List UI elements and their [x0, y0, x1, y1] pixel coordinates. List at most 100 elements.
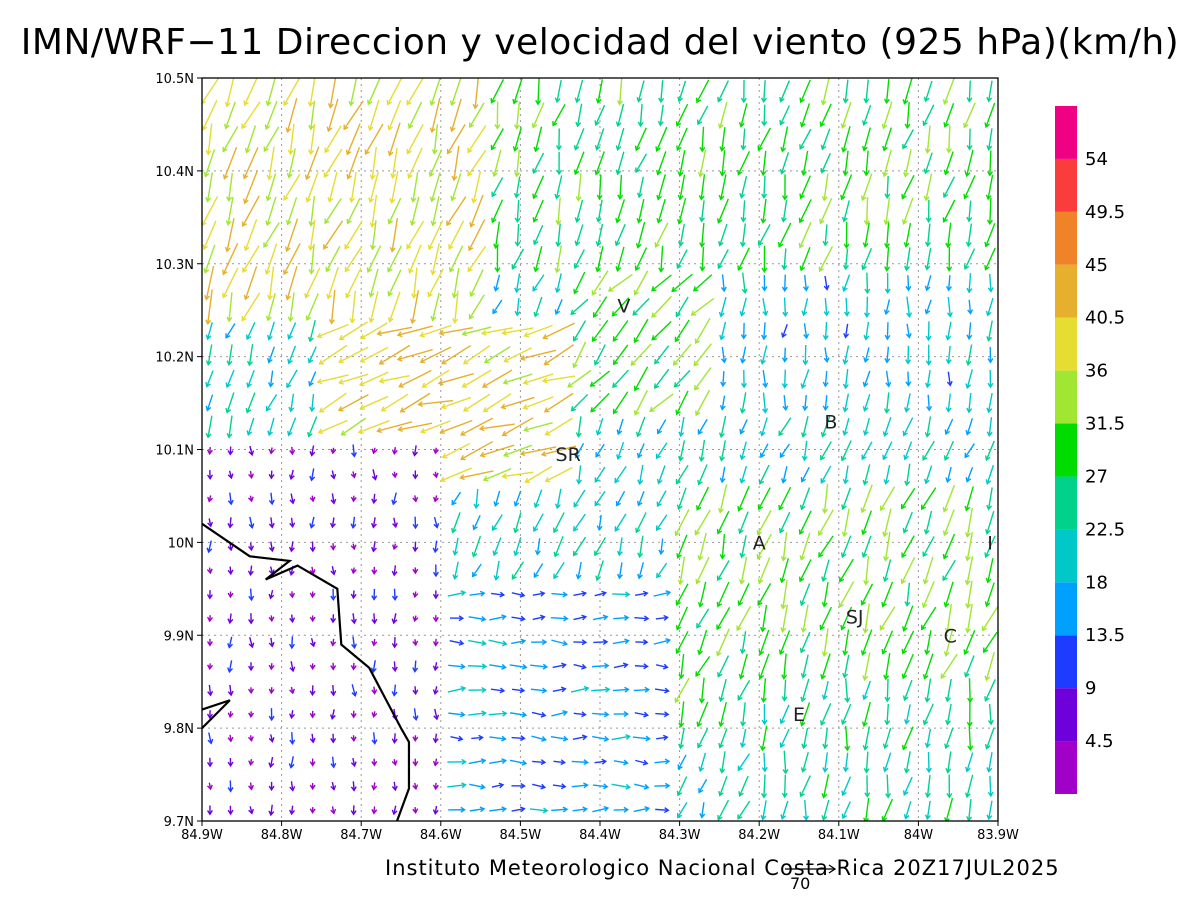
wind-vector: [524, 421, 553, 431]
wind-vector: [229, 517, 232, 528]
wind-vector-head: [842, 286, 848, 292]
wind-vector: [475, 488, 479, 508]
wind-vector: [820, 103, 832, 127]
wind-vector-head: [739, 478, 746, 484]
wind-vector-head: [501, 329, 508, 336]
wind-vector: [270, 517, 273, 528]
wind-vector-head: [412, 808, 419, 814]
wind-vector-head: [268, 810, 275, 817]
wind-vector-head: [432, 760, 439, 767]
wind-vector-head: [761, 286, 768, 292]
wind-vector: [865, 751, 869, 773]
wind-vector-head: [451, 175, 458, 182]
wind-vector-head: [779, 577, 786, 584]
wind-vector: [544, 344, 575, 366]
wind-vector: [695, 389, 711, 416]
wind-vector: [781, 126, 789, 152]
wind-vector-head: [780, 814, 787, 820]
wind-vector-head: [407, 173, 413, 180]
wind-vector-head: [904, 265, 910, 272]
wind-vector-head: [904, 123, 911, 130]
wind-vector: [762, 392, 767, 413]
wind-vector-head: [491, 525, 498, 532]
wind-vector: [511, 807, 525, 812]
wind-vector: [778, 222, 792, 247]
wind-vector: [520, 349, 557, 360]
wind-vector: [761, 605, 768, 632]
wind-vector: [388, 291, 401, 322]
wind-vector: [328, 171, 338, 202]
wind-vector: [863, 370, 871, 387]
wind-vector: [408, 101, 423, 129]
wind-vector-head: [903, 768, 910, 774]
wind-vector: [882, 630, 894, 654]
wind-vector-head: [698, 787, 704, 794]
wind-vector: [516, 223, 520, 246]
wind-vector: [968, 273, 972, 293]
wind-vector: [339, 373, 369, 384]
coastline-line: [202, 699, 231, 729]
wind-vector: [842, 776, 852, 796]
wind-vector-head: [501, 663, 507, 670]
wind-vector: [676, 606, 689, 630]
wind-vector: [803, 323, 808, 339]
wind-vector: [592, 664, 609, 668]
wind-vector-head: [594, 169, 601, 176]
wind-vector-head: [396, 331, 403, 338]
wind-vector-head: [884, 242, 890, 249]
wind-vector-head: [514, 217, 521, 224]
wind-vector: [823, 680, 829, 700]
wind-vector-head: [248, 450, 255, 457]
wind-vector-head: [460, 663, 466, 670]
wind-vector-head: [967, 697, 974, 704]
wind-vector-head: [861, 454, 867, 461]
wind-vector: [373, 493, 376, 503]
wind-vector: [595, 104, 606, 126]
wind-vector: [799, 221, 812, 248]
wind-vector-head: [698, 195, 705, 201]
wind-vector-head: [574, 240, 581, 247]
wind-vector: [516, 199, 520, 222]
wind-vector: [319, 344, 348, 365]
wind-vector: [905, 222, 912, 247]
wind-vector: [360, 346, 389, 363]
wind-vector: [573, 712, 586, 716]
wind-vector-head: [781, 195, 788, 201]
lat-tick-label: 9.9N: [164, 629, 194, 644]
wind-vector-head: [656, 428, 663, 435]
wind-vector: [268, 146, 275, 180]
wind-vector-head: [965, 430, 972, 436]
wind-vector-head: [288, 763, 295, 769]
wind-vector: [523, 396, 554, 409]
wind-vector: [925, 510, 933, 534]
wind-vector-head: [452, 318, 459, 324]
wind-vector-head: [820, 99, 827, 106]
wind-vector-head: [862, 675, 869, 681]
wind-vector-head: [288, 474, 295, 481]
wind-vector: [369, 268, 379, 297]
wind-vector: [697, 418, 708, 435]
wind-vector-head: [985, 577, 992, 584]
wind-vector-head: [532, 193, 538, 200]
wind-vector: [717, 655, 730, 677]
wind-vector-head: [503, 357, 509, 363]
wind-vector: [525, 465, 552, 483]
wind-vector: [595, 151, 605, 175]
wind-vector: [286, 98, 298, 132]
wind-vector: [783, 653, 787, 679]
wind-vector-head: [617, 573, 623, 580]
wind-vector-head: [884, 357, 891, 364]
wind-vector-head: [396, 355, 403, 362]
colorbar-segment: [1055, 423, 1077, 477]
wind-vector-head: [533, 239, 539, 246]
wind-vector: [511, 561, 525, 580]
wind-vector-head: [458, 615, 465, 622]
wind-vector: [594, 344, 606, 365]
place-label: SR: [556, 444, 581, 466]
wind-vector: [467, 125, 487, 153]
wind-vector-head: [540, 759, 547, 766]
wind-vector-head: [581, 614, 588, 621]
wind-vector-head: [601, 758, 608, 765]
wind-vector-head: [760, 170, 767, 177]
wind-vector: [763, 104, 766, 126]
